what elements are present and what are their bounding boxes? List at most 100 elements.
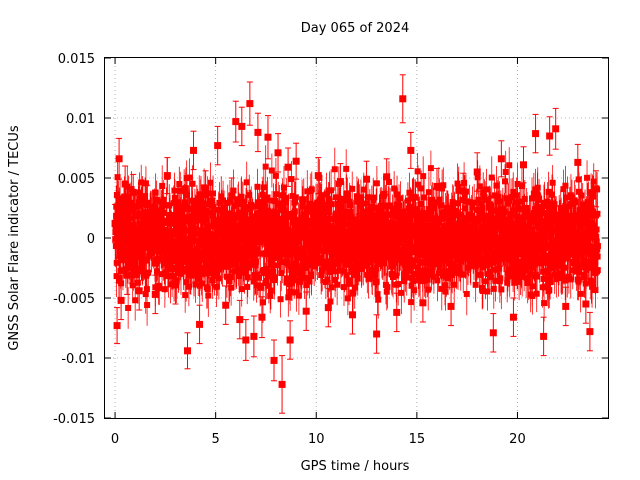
data-point (385, 161, 392, 203)
outlier-point (270, 339, 278, 382)
data-point (506, 147, 513, 184)
data-point (407, 239, 414, 282)
data-point (139, 249, 146, 286)
outlier-point (592, 170, 600, 208)
data-point (292, 181, 299, 222)
data-point (414, 164, 421, 205)
data-point (220, 180, 227, 221)
data-point (262, 145, 269, 189)
data-point (144, 284, 151, 326)
outlier-point (113, 307, 121, 345)
data-point (331, 147, 338, 191)
data-point (272, 158, 279, 194)
data-point (391, 171, 398, 206)
data-point (590, 163, 597, 201)
y-tick-label: -0.01 (61, 352, 95, 367)
y-tick-label: -0.015 (53, 412, 95, 427)
outlier-point (232, 100, 240, 143)
data-point (502, 150, 509, 194)
data-point (420, 156, 427, 196)
outlier-point (393, 292, 401, 333)
outlier-point (222, 285, 230, 325)
data-point (544, 266, 551, 307)
outlier-point (336, 163, 344, 201)
data-point (463, 272, 470, 316)
plot-frame (104, 57, 609, 419)
data-point (365, 259, 372, 299)
outlier-point (121, 165, 129, 203)
dense-band (112, 145, 601, 329)
outlier-point (348, 295, 356, 335)
data-point (305, 188, 312, 232)
outlier-point (433, 167, 441, 205)
outlier-point (202, 170, 210, 208)
data-point (472, 267, 479, 303)
outlier-point (278, 355, 286, 414)
outlier-point (129, 173, 137, 211)
data-point (483, 168, 490, 211)
data-point (345, 259, 352, 302)
data-point (308, 171, 315, 208)
axis-ticks: -0.015 -0.01 -0.005 0 0.005 0.01 0.015 0 5 10 15 20 (53, 52, 608, 447)
outlier-point (196, 304, 204, 345)
outlier-point (117, 280, 125, 321)
outlier-point (407, 131, 415, 169)
data-point (182, 167, 189, 209)
outlier-point (552, 107, 560, 150)
data-point (473, 188, 480, 232)
data-point (541, 284, 548, 322)
outlier-point (190, 130, 198, 171)
data-point (344, 177, 351, 217)
data-point (132, 279, 139, 321)
data-point (145, 255, 152, 290)
data-point (264, 176, 271, 219)
data-point (192, 265, 199, 303)
data-point (427, 150, 434, 186)
data-point (176, 166, 183, 202)
data-point (589, 265, 596, 308)
data-point (301, 244, 308, 282)
data-point (454, 163, 461, 204)
data-point (547, 264, 554, 300)
outlier-point (540, 316, 548, 357)
outlier-point (519, 146, 527, 184)
outlier-point (574, 143, 582, 181)
data-point (356, 184, 363, 220)
data-point (375, 280, 382, 319)
outlier-point (238, 106, 246, 147)
outlier-point (314, 157, 322, 195)
data-point (578, 175, 585, 216)
outlier-point (163, 157, 171, 195)
data-point (343, 255, 350, 296)
data-point (328, 270, 335, 305)
outlier-point (258, 296, 266, 339)
y-tick-label: 0 (87, 232, 95, 247)
outlier-point (473, 152, 481, 192)
outlier-point (419, 283, 427, 323)
y-tick-label: -0.005 (53, 292, 95, 307)
y-axis-label: GNSS Solar Flare indicator / TECUs (7, 125, 22, 351)
data-point (584, 160, 591, 196)
outlier-point (582, 284, 590, 324)
outlier-point (236, 299, 244, 340)
outlier-point (324, 287, 332, 328)
outlier-point (250, 315, 258, 358)
data-point (228, 269, 235, 306)
data-point (205, 274, 212, 317)
chart-title: Day 065 of 2024 (301, 21, 410, 36)
data-point (189, 165, 196, 203)
data-point (594, 226, 601, 266)
data-point (440, 167, 447, 204)
outlier-point (509, 297, 517, 337)
outlier-point (363, 160, 371, 198)
data-point (412, 252, 419, 296)
data-point (349, 171, 356, 207)
data-points (111, 74, 601, 414)
data-point (421, 177, 428, 218)
data-point (306, 264, 313, 299)
data-point (268, 153, 275, 188)
outlier-point (143, 184, 151, 222)
data-point (334, 264, 341, 306)
outlier-point (183, 332, 191, 370)
